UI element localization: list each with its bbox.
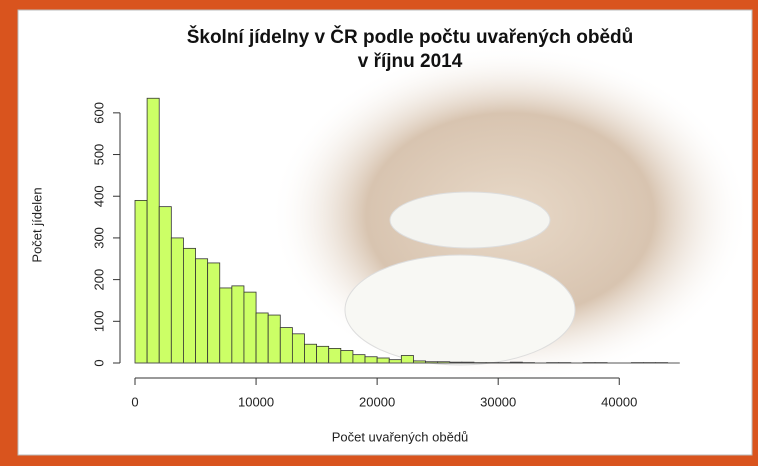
page: Školní jídelny v ČR podle počtu uvařenýc… bbox=[0, 0, 758, 466]
bar bbox=[232, 286, 244, 363]
photo-bowl bbox=[345, 255, 575, 365]
bar bbox=[353, 355, 365, 363]
bar bbox=[280, 328, 292, 363]
y-tick-label: 0 bbox=[91, 359, 106, 366]
bar bbox=[292, 334, 304, 363]
bar bbox=[304, 344, 316, 363]
x-tick-label: 30000 bbox=[480, 394, 516, 409]
y-tick-label: 500 bbox=[91, 144, 106, 166]
bar bbox=[341, 350, 353, 363]
bar bbox=[208, 263, 220, 363]
photo-plate bbox=[390, 192, 550, 248]
x-tick-label: 20000 bbox=[359, 394, 395, 409]
y-tick-label: 100 bbox=[91, 310, 106, 332]
bar bbox=[244, 292, 256, 363]
y-tick-label: 200 bbox=[91, 269, 106, 291]
y-tick-label: 300 bbox=[91, 227, 106, 249]
bar bbox=[256, 313, 268, 363]
bar bbox=[389, 360, 401, 363]
bar bbox=[401, 355, 413, 363]
bar bbox=[135, 200, 147, 363]
x-tick-label: 0 bbox=[131, 394, 138, 409]
chart-title: v říjnu 2014 bbox=[358, 51, 463, 72]
chart: Školní jídelny v ČR podle počtu uvařenýc… bbox=[0, 0, 758, 466]
x-axis-label: Počet uvařených obědů bbox=[332, 429, 469, 444]
bar bbox=[183, 248, 195, 363]
bar bbox=[159, 207, 171, 363]
bar bbox=[147, 98, 159, 363]
bar bbox=[220, 288, 232, 363]
bar bbox=[365, 357, 377, 363]
bar bbox=[268, 315, 280, 363]
y-tick-label: 400 bbox=[91, 185, 106, 207]
chart-title: Školní jídelny v ČR podle počtu uvařenýc… bbox=[187, 26, 634, 48]
bar bbox=[196, 259, 208, 363]
y-axis-label: Počet jídelen bbox=[29, 187, 44, 262]
bar bbox=[329, 348, 341, 363]
bar bbox=[377, 358, 389, 363]
bar bbox=[317, 346, 329, 363]
bar bbox=[171, 238, 183, 363]
x-tick-label: 10000 bbox=[238, 394, 274, 409]
x-tick-label: 40000 bbox=[601, 394, 637, 409]
y-tick-label: 600 bbox=[91, 102, 106, 124]
